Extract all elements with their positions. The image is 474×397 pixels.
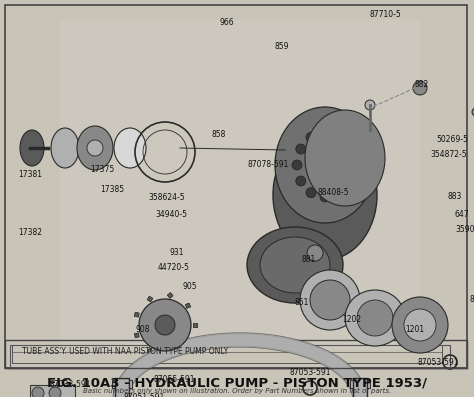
Text: 17382: 17382: [18, 228, 42, 237]
Text: TUBE ASS'Y. USED WITH NAA PISTON TYPE PUMP ONLY: TUBE ASS'Y. USED WITH NAA PISTON TYPE PU…: [22, 347, 228, 356]
Bar: [12, 345, 442, 363]
Bar: [147, 296, 153, 302]
Text: 87053-591: 87053-591: [470, 295, 474, 304]
Text: 17375: 17375: [90, 165, 114, 174]
Text: 88408-5: 88408-5: [318, 188, 350, 197]
Ellipse shape: [51, 128, 79, 168]
Ellipse shape: [334, 188, 344, 198]
Ellipse shape: [32, 387, 44, 397]
Text: 17385: 17385: [100, 185, 124, 194]
Bar: [60, 20, 420, 350]
Text: 87051-591: 87051-591: [124, 393, 165, 397]
Bar: [147, 348, 153, 354]
Ellipse shape: [404, 309, 436, 341]
Bar: [185, 303, 191, 308]
Ellipse shape: [139, 299, 191, 351]
Ellipse shape: [413, 81, 427, 95]
Text: 905: 905: [183, 282, 198, 291]
Text: 881: 881: [302, 255, 316, 264]
Bar: [135, 333, 139, 337]
Text: 17381: 17381: [18, 170, 42, 179]
Ellipse shape: [300, 270, 360, 330]
Bar: [10, 345, 450, 368]
Text: 354872-5: 354872-5: [430, 150, 466, 159]
Ellipse shape: [296, 176, 306, 186]
Bar: [193, 323, 197, 327]
Text: 87053-591: 87053-591: [290, 368, 331, 377]
Bar: [147, 348, 153, 354]
Text: 931: 931: [170, 248, 184, 257]
Text: 358624-5: 358624-5: [148, 193, 185, 202]
Bar: [185, 342, 191, 347]
Bar: [135, 333, 139, 337]
Ellipse shape: [260, 237, 330, 293]
Bar: [167, 293, 173, 298]
Bar: [255, 248, 265, 258]
Text: 359047-5: 359047-5: [455, 225, 474, 234]
Text: 34940-5: 34940-5: [155, 210, 187, 219]
Bar: [112, 380, 132, 388]
Bar: [135, 312, 139, 317]
Ellipse shape: [87, 140, 103, 156]
Ellipse shape: [348, 160, 358, 170]
Ellipse shape: [275, 107, 375, 223]
Bar: [147, 296, 153, 302]
Ellipse shape: [357, 300, 393, 336]
Ellipse shape: [114, 128, 146, 168]
Bar: [185, 303, 191, 308]
Text: 87710-5: 87710-5: [370, 10, 402, 19]
Text: 87055-591: 87055-591: [154, 375, 195, 384]
Bar: [167, 352, 173, 357]
Text: FIG. 10A3 - HYDRAULIC PUMP - PISTON TYPE 1953/: FIG. 10A3 - HYDRAULIC PUMP - PISTON TYPE…: [47, 376, 427, 389]
Ellipse shape: [296, 144, 306, 154]
Ellipse shape: [155, 315, 175, 335]
Text: 647: 647: [455, 210, 470, 219]
Text: 87033-591: 87033-591: [50, 380, 91, 389]
Ellipse shape: [392, 297, 448, 353]
Bar: [185, 342, 191, 347]
Ellipse shape: [20, 130, 44, 166]
Text: 882: 882: [415, 80, 429, 89]
Ellipse shape: [334, 132, 344, 142]
Ellipse shape: [317, 157, 333, 173]
Bar: [350, 380, 370, 388]
Bar: [167, 352, 173, 357]
Ellipse shape: [305, 110, 385, 206]
Bar: [30, 385, 75, 397]
Ellipse shape: [344, 176, 354, 186]
Bar: [135, 312, 139, 317]
Text: 87078-591: 87078-591: [248, 160, 289, 169]
Ellipse shape: [292, 160, 302, 170]
Ellipse shape: [310, 280, 350, 320]
Text: 50269-5: 50269-5: [436, 135, 468, 144]
Ellipse shape: [345, 290, 405, 346]
Text: Basic numbers only shown on illustration. Order by Part Numbers shown in list of: Basic numbers only shown on illustration…: [83, 388, 391, 394]
Text: 883: 883: [448, 192, 462, 201]
Bar: [5, 340, 467, 368]
Ellipse shape: [472, 104, 474, 120]
Bar: [167, 293, 173, 298]
Text: 1201: 1201: [405, 325, 424, 334]
Ellipse shape: [77, 126, 113, 170]
Ellipse shape: [273, 130, 377, 260]
Text: 44720-5: 44720-5: [158, 263, 190, 272]
Ellipse shape: [247, 227, 343, 303]
Ellipse shape: [365, 100, 375, 110]
Ellipse shape: [307, 245, 323, 261]
Bar: [320, 248, 330, 258]
Ellipse shape: [306, 188, 316, 198]
Text: 87053-591: 87053-591: [418, 358, 459, 367]
Text: 966: 966: [220, 18, 235, 27]
Ellipse shape: [306, 132, 316, 142]
Ellipse shape: [320, 192, 330, 202]
Ellipse shape: [320, 128, 330, 138]
Ellipse shape: [49, 387, 61, 397]
Bar: [193, 323, 197, 327]
Ellipse shape: [344, 144, 354, 154]
Text: 858: 858: [212, 130, 227, 139]
Text: 1202: 1202: [342, 315, 361, 324]
Text: 859: 859: [275, 42, 290, 51]
Text: 908: 908: [136, 325, 151, 334]
Text: 851: 851: [295, 298, 310, 307]
